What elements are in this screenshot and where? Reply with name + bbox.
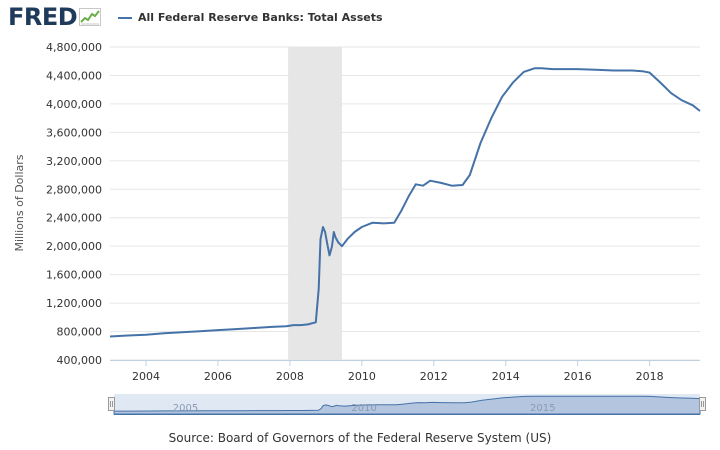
fred-logo[interactable]: FRED (8, 3, 102, 31)
y-tick-label: 2,800,000 (46, 183, 102, 196)
legend-label: All Federal Reserve Banks: Total Assets (138, 11, 383, 24)
x-axis: 2004 2006 2008 2010 2012 2014 2016 2018 (132, 360, 664, 383)
x-tick-label: 2018 (636, 370, 664, 383)
x-tick-label: 2012 (420, 370, 448, 383)
y-tick-label: 2,400,000 (46, 212, 102, 225)
y-tick-label: 4,800,000 (46, 41, 102, 54)
y-tick-label: 4,000,000 (46, 98, 102, 111)
series-line-total-assets (109, 67, 701, 338)
range-navigator[interactable]: 2005 2010 2015 (108, 394, 706, 418)
y-tick-label: 1,200,000 (46, 297, 102, 310)
navigator-label: 2005 (173, 403, 198, 414)
y-tick-label: 3,200,000 (46, 155, 102, 168)
navigator-handle-left[interactable] (108, 397, 115, 411)
x-tick-label: 2016 (564, 370, 592, 383)
navigator-handle-right[interactable] (699, 397, 706, 411)
x-tick-label: 2004 (132, 370, 160, 383)
chart-legend[interactable]: All Federal Reserve Banks: Total Assets (118, 11, 383, 24)
y-tick-label: 800,000 (57, 326, 103, 339)
y-tick-label: 2,000,000 (46, 240, 102, 253)
chart-header: FRED All Federal Reserve Banks: Total As… (0, 0, 720, 40)
navigator-labels: 2005 2010 2015 (173, 403, 556, 414)
legend-swatch (118, 16, 132, 19)
navigator-area (113, 395, 701, 415)
line-graph-icon (79, 8, 102, 26)
x-tick-label: 2010 (348, 370, 376, 383)
fred-logo-text: FRED (8, 3, 78, 31)
y-tick-label: 3,600,000 (46, 126, 102, 139)
navigator-label: 2015 (530, 403, 555, 414)
y-tick-label: 4,400,000 (46, 69, 102, 82)
navigator-label: 2010 (351, 403, 376, 414)
x-tick-label: 2014 (492, 370, 520, 383)
y-tick-label: 400,000 (57, 354, 103, 367)
y-axis-label: Millions of Dollars (13, 154, 26, 251)
source-note: Source: Board of Governors of the Federa… (168, 431, 552, 445)
line-chart: 400,000 800,000 1,200,000 1,600,000 2,000,00… (13, 41, 701, 383)
x-tick-label: 2008 (276, 370, 304, 383)
recession-shading (288, 47, 343, 360)
y-axis: 400,000 800,000 1,200,000 1,600,000 2,000,00… (46, 41, 102, 367)
x-tick-label: 2006 (204, 370, 232, 383)
y-tick-label: 1,600,000 (46, 269, 102, 282)
